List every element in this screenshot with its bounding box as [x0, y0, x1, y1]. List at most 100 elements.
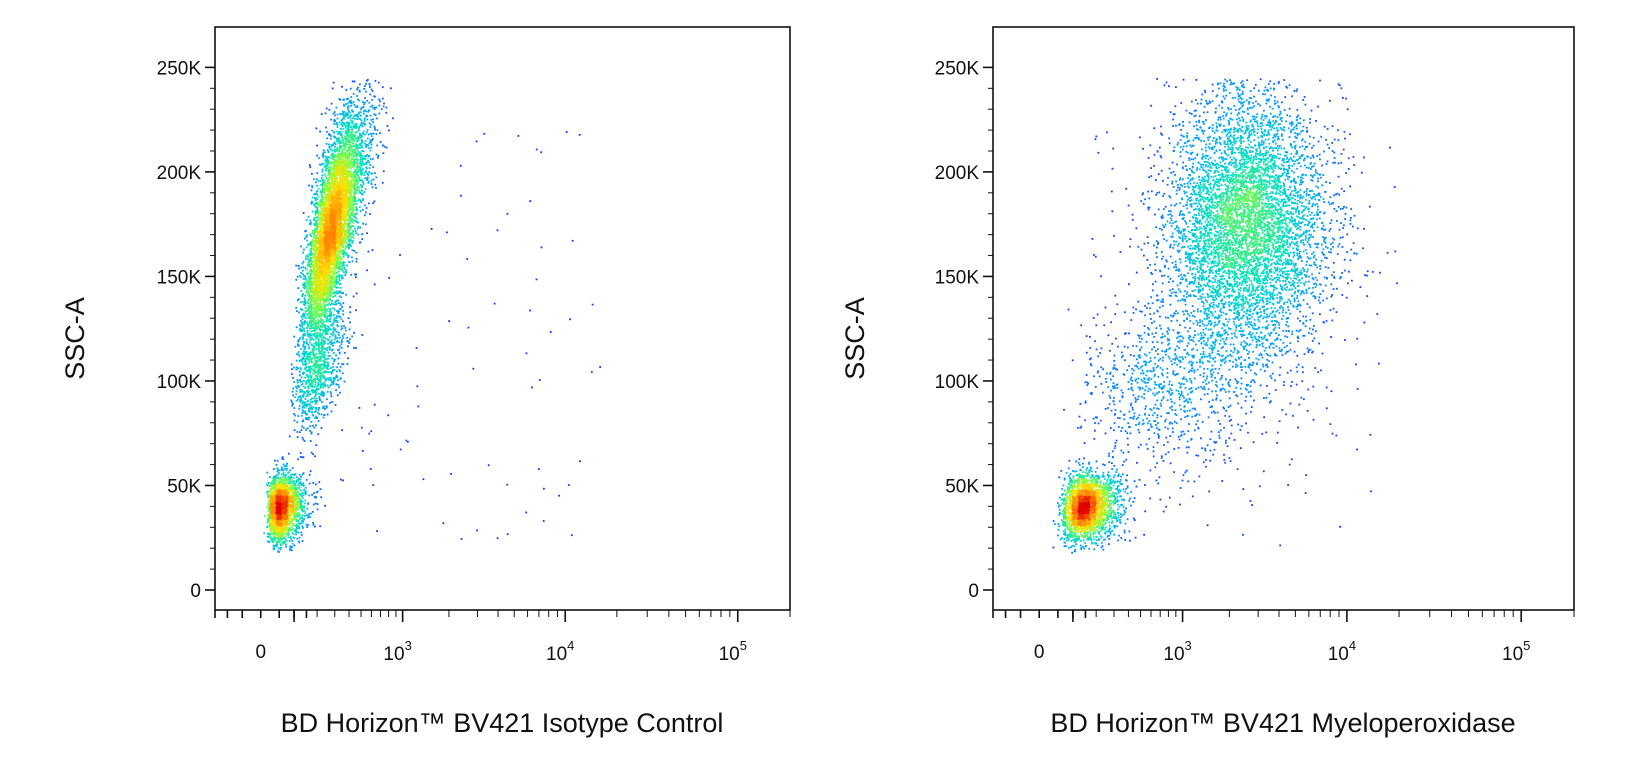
event-dot	[359, 124, 362, 126]
event-dot	[295, 506, 298, 509]
event-dot	[277, 495, 279, 498]
event-dot	[304, 362, 307, 365]
event-dot	[345, 246, 348, 249]
event-dot	[275, 485, 278, 488]
event-dot	[295, 523, 298, 526]
event-dot	[322, 291, 325, 293]
event-dot	[301, 514, 304, 517]
event-dot	[325, 142, 328, 145]
event-dot	[315, 260, 317, 262]
event-dot	[315, 258, 318, 261]
event-dot	[340, 189, 343, 192]
event-dot	[297, 504, 299, 507]
event-dot	[303, 237, 306, 240]
event-dot	[318, 303, 321, 306]
event-dot	[298, 488, 301, 491]
event-dot	[291, 368, 293, 370]
event-dot	[348, 101, 351, 103]
event-dot	[320, 191, 323, 194]
event-dot	[355, 114, 358, 116]
event-dot	[288, 494, 291, 496]
event-dot	[359, 172, 362, 175]
event-dot	[315, 313, 318, 316]
event-dot	[281, 506, 284, 508]
event-dot	[289, 520, 291, 522]
event-dot	[288, 480, 290, 483]
event-dot	[308, 184, 310, 187]
event-dot	[274, 513, 277, 516]
event-dot	[356, 170, 358, 173]
event-dot	[277, 473, 279, 476]
event-dot	[335, 193, 338, 196]
event-dot	[288, 509, 291, 512]
event-dot	[267, 519, 270, 522]
event-dot	[327, 156, 329, 158]
event-dot	[304, 306, 307, 309]
event-dot	[284, 481, 286, 484]
event-dot	[313, 492, 315, 494]
event-dot	[342, 209, 345, 211]
event-dot	[276, 503, 278, 505]
event-dot	[270, 481, 273, 484]
event-dot	[355, 122, 358, 125]
event-dot	[310, 235, 313, 237]
event-dot	[361, 140, 364, 142]
event-dot	[297, 500, 299, 503]
event-dot	[345, 112, 347, 115]
event-dot	[339, 144, 341, 147]
event-dot	[292, 501, 295, 504]
event-dot	[364, 144, 367, 146]
event-dot	[353, 158, 356, 161]
event-dot	[280, 528, 283, 531]
event-dot	[296, 513, 298, 516]
event-dot	[284, 478, 286, 480]
event-dot	[316, 178, 318, 181]
event-dot	[324, 164, 327, 167]
event-dot	[329, 170, 332, 173]
event-dot	[324, 296, 327, 299]
event-dot	[341, 136, 343, 139]
event-dot	[302, 273, 304, 275]
event-dot	[307, 215, 310, 218]
event-dot	[302, 510, 304, 513]
event-dot	[364, 188, 367, 190]
event-dot	[319, 329, 322, 332]
event-dot	[279, 478, 282, 480]
event-dot	[300, 509, 303, 511]
event-dot	[279, 542, 282, 545]
event-dot	[302, 521, 305, 523]
event-dot	[338, 160, 340, 163]
event-dot	[281, 478, 284, 481]
event-dot	[373, 113, 376, 116]
event-dot	[319, 190, 322, 192]
event-dot	[347, 256, 350, 258]
event-dot	[283, 465, 286, 468]
event-dot	[343, 267, 346, 270]
event-dot	[296, 537, 299, 540]
event-dot	[293, 497, 296, 500]
event-dot	[366, 129, 369, 131]
event-dot	[319, 302, 321, 304]
event-dot	[298, 518, 301, 521]
event-dot	[372, 166, 375, 168]
event-dot	[301, 483, 304, 486]
event-dot	[285, 518, 288, 521]
event-dot	[266, 490, 269, 493]
event-dot	[284, 503, 286, 505]
event-dot	[280, 534, 282, 537]
event-dot	[278, 498, 280, 501]
event-dot	[281, 491, 283, 493]
event-dot	[302, 260, 305, 263]
event-dot	[303, 379, 305, 382]
event-dot	[297, 516, 300, 518]
event-dot	[301, 500, 304, 503]
event-dot	[361, 238, 364, 240]
event-dot	[337, 232, 339, 235]
event-dot	[295, 533, 297, 536]
event-dot	[313, 249, 316, 252]
event-dot	[283, 516, 286, 518]
event-dot	[364, 157, 367, 160]
event-dot	[287, 490, 290, 492]
event-dot	[290, 476, 293, 479]
event-dot	[271, 506, 273, 509]
